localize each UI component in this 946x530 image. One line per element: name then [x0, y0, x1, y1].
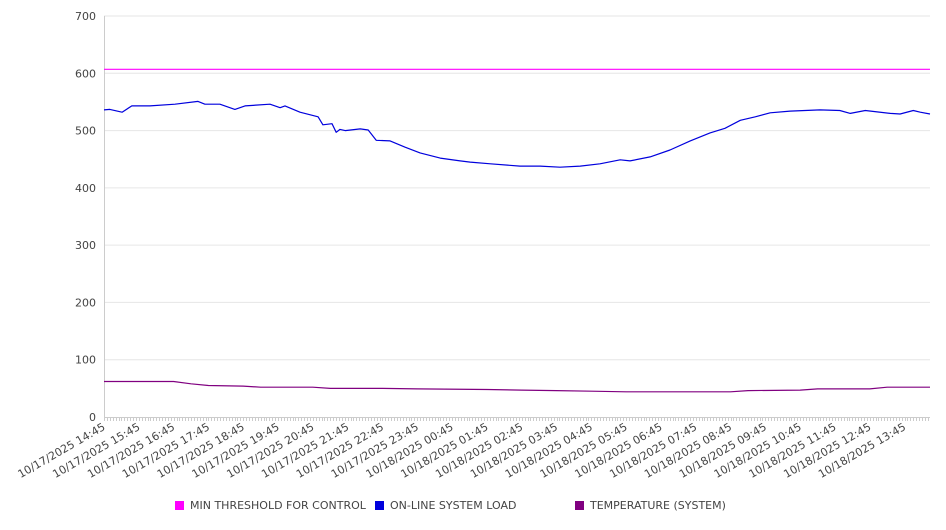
- y-tick-label: 500: [75, 125, 96, 138]
- y-tick-label: 100: [75, 354, 96, 367]
- series-lines: [103, 68, 931, 393]
- legend-swatch: [375, 501, 384, 510]
- legend: MIN THRESHOLD FOR CONTROL ON-LINE SYSTEM …: [175, 499, 726, 512]
- legend-swatch: [175, 501, 184, 510]
- legend-swatch: [575, 501, 584, 510]
- series-line-1: [103, 100, 931, 168]
- series-line-2: [104, 380, 930, 393]
- y-tick-label: 700: [75, 10, 96, 23]
- legend-label: TEMPERATURE (SYSTEM): [589, 499, 726, 512]
- y-tick-label: 300: [75, 239, 96, 252]
- y-axis: 0 100 200 300 400 500 600 700: [75, 10, 105, 424]
- y-tick-label: 600: [75, 67, 96, 80]
- legend-label: ON-LINE SYSTEM LOAD: [390, 499, 516, 512]
- gridlines: [104, 15, 930, 361]
- y-tick-label: 0: [89, 411, 96, 424]
- legend-label: MIN THRESHOLD FOR CONTROL: [190, 499, 367, 512]
- y-tick-label: 200: [75, 296, 96, 309]
- y-tick-label: 400: [75, 182, 96, 195]
